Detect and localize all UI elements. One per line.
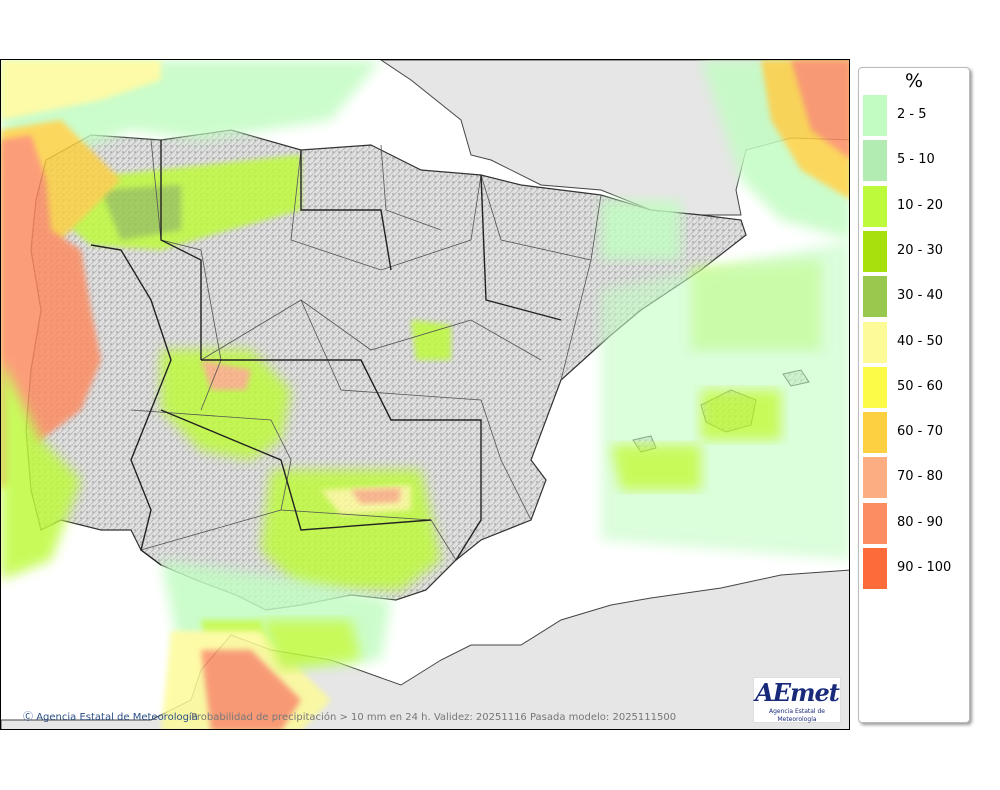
legend-swatch (863, 230, 887, 272)
legend-label: 40 - 50 (897, 333, 944, 349)
legend-panel: % 2 - 5 5 - 10 10 - 20 20 - 30 30 - 40 40 - 5… (858, 67, 970, 723)
portugal-border (90, 244, 172, 566)
probability-fields (1, 60, 849, 729)
legend-label: 2 - 5 (897, 107, 927, 122)
legend-swatch (863, 548, 887, 589)
legend-swatch (863, 185, 887, 227)
legend-item: 2 - 5 (863, 95, 967, 136)
logo-wordmark: AEmet (755, 678, 840, 707)
legend-item: 30 - 40 (863, 276, 967, 318)
legend-swatch (863, 140, 887, 182)
map-panel[interactable]: Ⓒ Agencia Estatal de Meteorología Probab… (0, 59, 850, 730)
legend-swatch (863, 366, 887, 408)
legend-item: 50 - 60 (863, 366, 967, 408)
copyright-text[interactable]: Ⓒ Agencia Estatal de Meteorología (23, 708, 198, 723)
africa-land (1, 569, 849, 729)
legend-label: 80 - 90 (897, 514, 944, 530)
legend-swatch (863, 457, 887, 499)
legend-label: 60 - 70 (897, 424, 944, 440)
agency-name: Agencia Estatal de Meteorología (36, 712, 198, 723)
legend-swatch (863, 95, 887, 136)
legend-swatch (863, 412, 887, 454)
precipitation-map[interactable] (1, 60, 850, 730)
legend-label: 30 - 40 (897, 288, 944, 304)
legend-label: 50 - 60 (897, 378, 944, 394)
map-caption: Probabilidad de precipitación > 10 mm en… (191, 712, 677, 723)
logo-subtitle: Agencia Estatal de Meteorología (768, 708, 825, 723)
region-boundaries (160, 140, 562, 561)
legend-item: 40 - 50 (863, 321, 967, 363)
legend-item: 80 - 90 (863, 502, 967, 544)
legend-swatch (863, 321, 887, 363)
legend-label: 10 - 20 (897, 197, 944, 213)
legend-swatch (863, 276, 887, 318)
legend-label: 70 - 80 (897, 469, 944, 485)
legend-item: 10 - 20 (863, 185, 967, 227)
legend-title: % (904, 70, 924, 92)
aemet-logo[interactable]: AEmet Agencia Estatal de Meteorología (753, 677, 841, 723)
legend-label: 5 - 10 (897, 152, 935, 168)
legend-item: 90 - 100 (863, 548, 967, 589)
legend-label: 90 - 100 (897, 560, 952, 575)
legend-item: 20 - 30 (863, 230, 967, 272)
legend-label: 20 - 30 (897, 242, 944, 258)
legend-swatch (863, 502, 887, 544)
legend-item: 60 - 70 (863, 412, 967, 454)
copyright-icon: Ⓒ (23, 712, 33, 723)
legend-item: 5 - 10 (863, 140, 967, 182)
legend-item: 70 - 80 (863, 457, 967, 499)
